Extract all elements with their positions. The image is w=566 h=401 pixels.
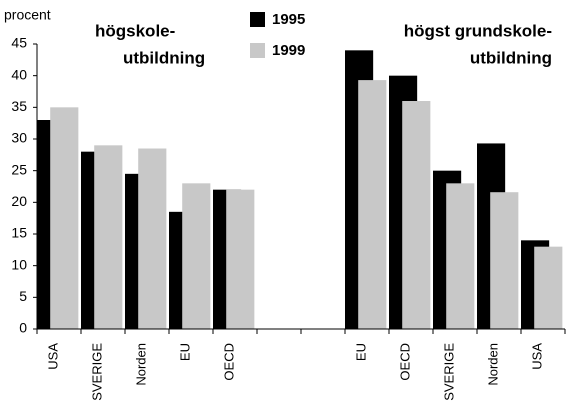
bar: [402, 101, 431, 329]
bar: [490, 192, 519, 329]
annotation: högst grundskole-: [404, 21, 552, 40]
legend-swatch: [250, 12, 265, 27]
x-tick-label: SVERIGE: [89, 343, 104, 401]
y-tick-label: 40: [11, 66, 27, 82]
legend-swatch: [250, 43, 265, 58]
y-tick-label: 25: [11, 161, 27, 177]
annotation: högskole-: [95, 21, 175, 40]
annotation: utbildning: [123, 48, 205, 67]
x-tick-label: EU: [177, 343, 192, 361]
y-tick-label: 10: [11, 256, 27, 272]
x-tick-label: USA: [45, 343, 60, 370]
x-tick-label: SVERIGE: [441, 343, 456, 401]
y-tick-label: 5: [19, 288, 27, 304]
y-tick-label: 20: [11, 193, 27, 209]
annotation: utbildning: [470, 48, 552, 67]
bar: [226, 189, 255, 329]
y-tick-label: 45: [11, 35, 27, 51]
bar: [138, 148, 167, 329]
x-tick-label: Norden: [485, 343, 500, 386]
legend-label: 1999: [272, 42, 305, 59]
bar: [182, 183, 211, 329]
y-tick-label: 15: [11, 225, 27, 241]
y-tick-label: 35: [11, 98, 27, 114]
x-tick-label: USA: [529, 343, 544, 370]
x-tick-label: Norden: [133, 343, 148, 386]
bar: [50, 107, 79, 329]
x-tick-label: EU: [353, 343, 368, 361]
bar: [534, 246, 563, 329]
y-tick-label: 30: [11, 130, 27, 146]
y-axis-label: procent: [4, 7, 51, 23]
x-tick-label: OECD: [397, 343, 412, 381]
bar: [446, 183, 475, 329]
bar: [358, 80, 387, 329]
legend-label: 1995: [272, 11, 305, 28]
y-tick-label: 0: [19, 320, 27, 336]
x-tick-label: OECD: [221, 343, 236, 381]
bar: [94, 145, 123, 329]
